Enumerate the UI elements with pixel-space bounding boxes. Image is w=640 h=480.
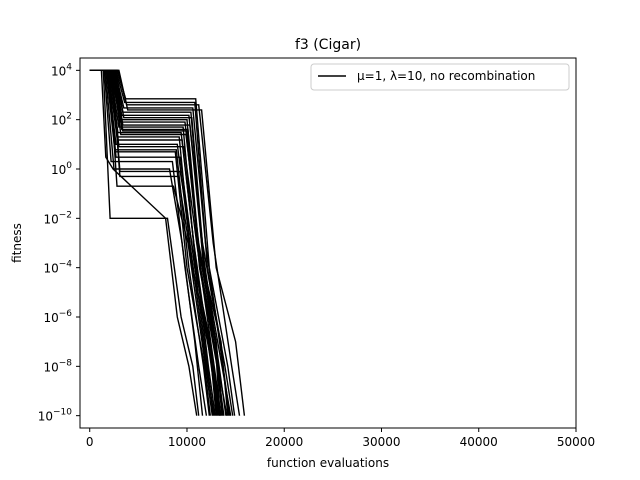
y-tick-label: 102 <box>51 112 72 128</box>
run-line-30 <box>89 69 221 416</box>
x-axis-label: function evaluations <box>267 456 389 470</box>
legend: μ=1, λ=10, no recombination <box>310 63 570 91</box>
x-tick-label: 50000 <box>557 435 595 449</box>
y-axis: 104 102 100 10−2 10−4 10−6 10−8 10−10 <box>38 62 80 424</box>
x-tick-label: 30000 <box>362 435 400 449</box>
y-axis-label: fitness <box>10 223 24 263</box>
run-line-28 <box>89 69 232 416</box>
y-tick-label: 104 <box>51 62 72 78</box>
chart-title: f3 (Cigar) <box>295 37 361 53</box>
x-tick-label: 40000 <box>460 435 498 449</box>
y-tick-label: 10−4 <box>43 260 72 276</box>
legend-box <box>310 63 570 91</box>
run-line-24 <box>89 69 246 416</box>
x-tick-label: 0 <box>86 435 94 449</box>
plot-frame <box>79 57 577 429</box>
y-tick-label: 100 <box>51 161 72 177</box>
run-line-1 <box>89 69 198 416</box>
runs-group <box>89 69 246 416</box>
x-tick-label: 10000 <box>168 435 206 449</box>
x-tick-label: 20000 <box>265 435 303 449</box>
y-tick-label: 10−10 <box>38 408 73 424</box>
y-tick-label: 10−6 <box>43 309 72 325</box>
y-tick-label: 10−8 <box>43 358 72 374</box>
x-axis: 0 10000 20000 30000 40000 50000 <box>86 428 595 449</box>
y-tick-label: 10−2 <box>43 210 72 226</box>
legend-label: μ=1, λ=10, no recombination <box>357 69 535 83</box>
